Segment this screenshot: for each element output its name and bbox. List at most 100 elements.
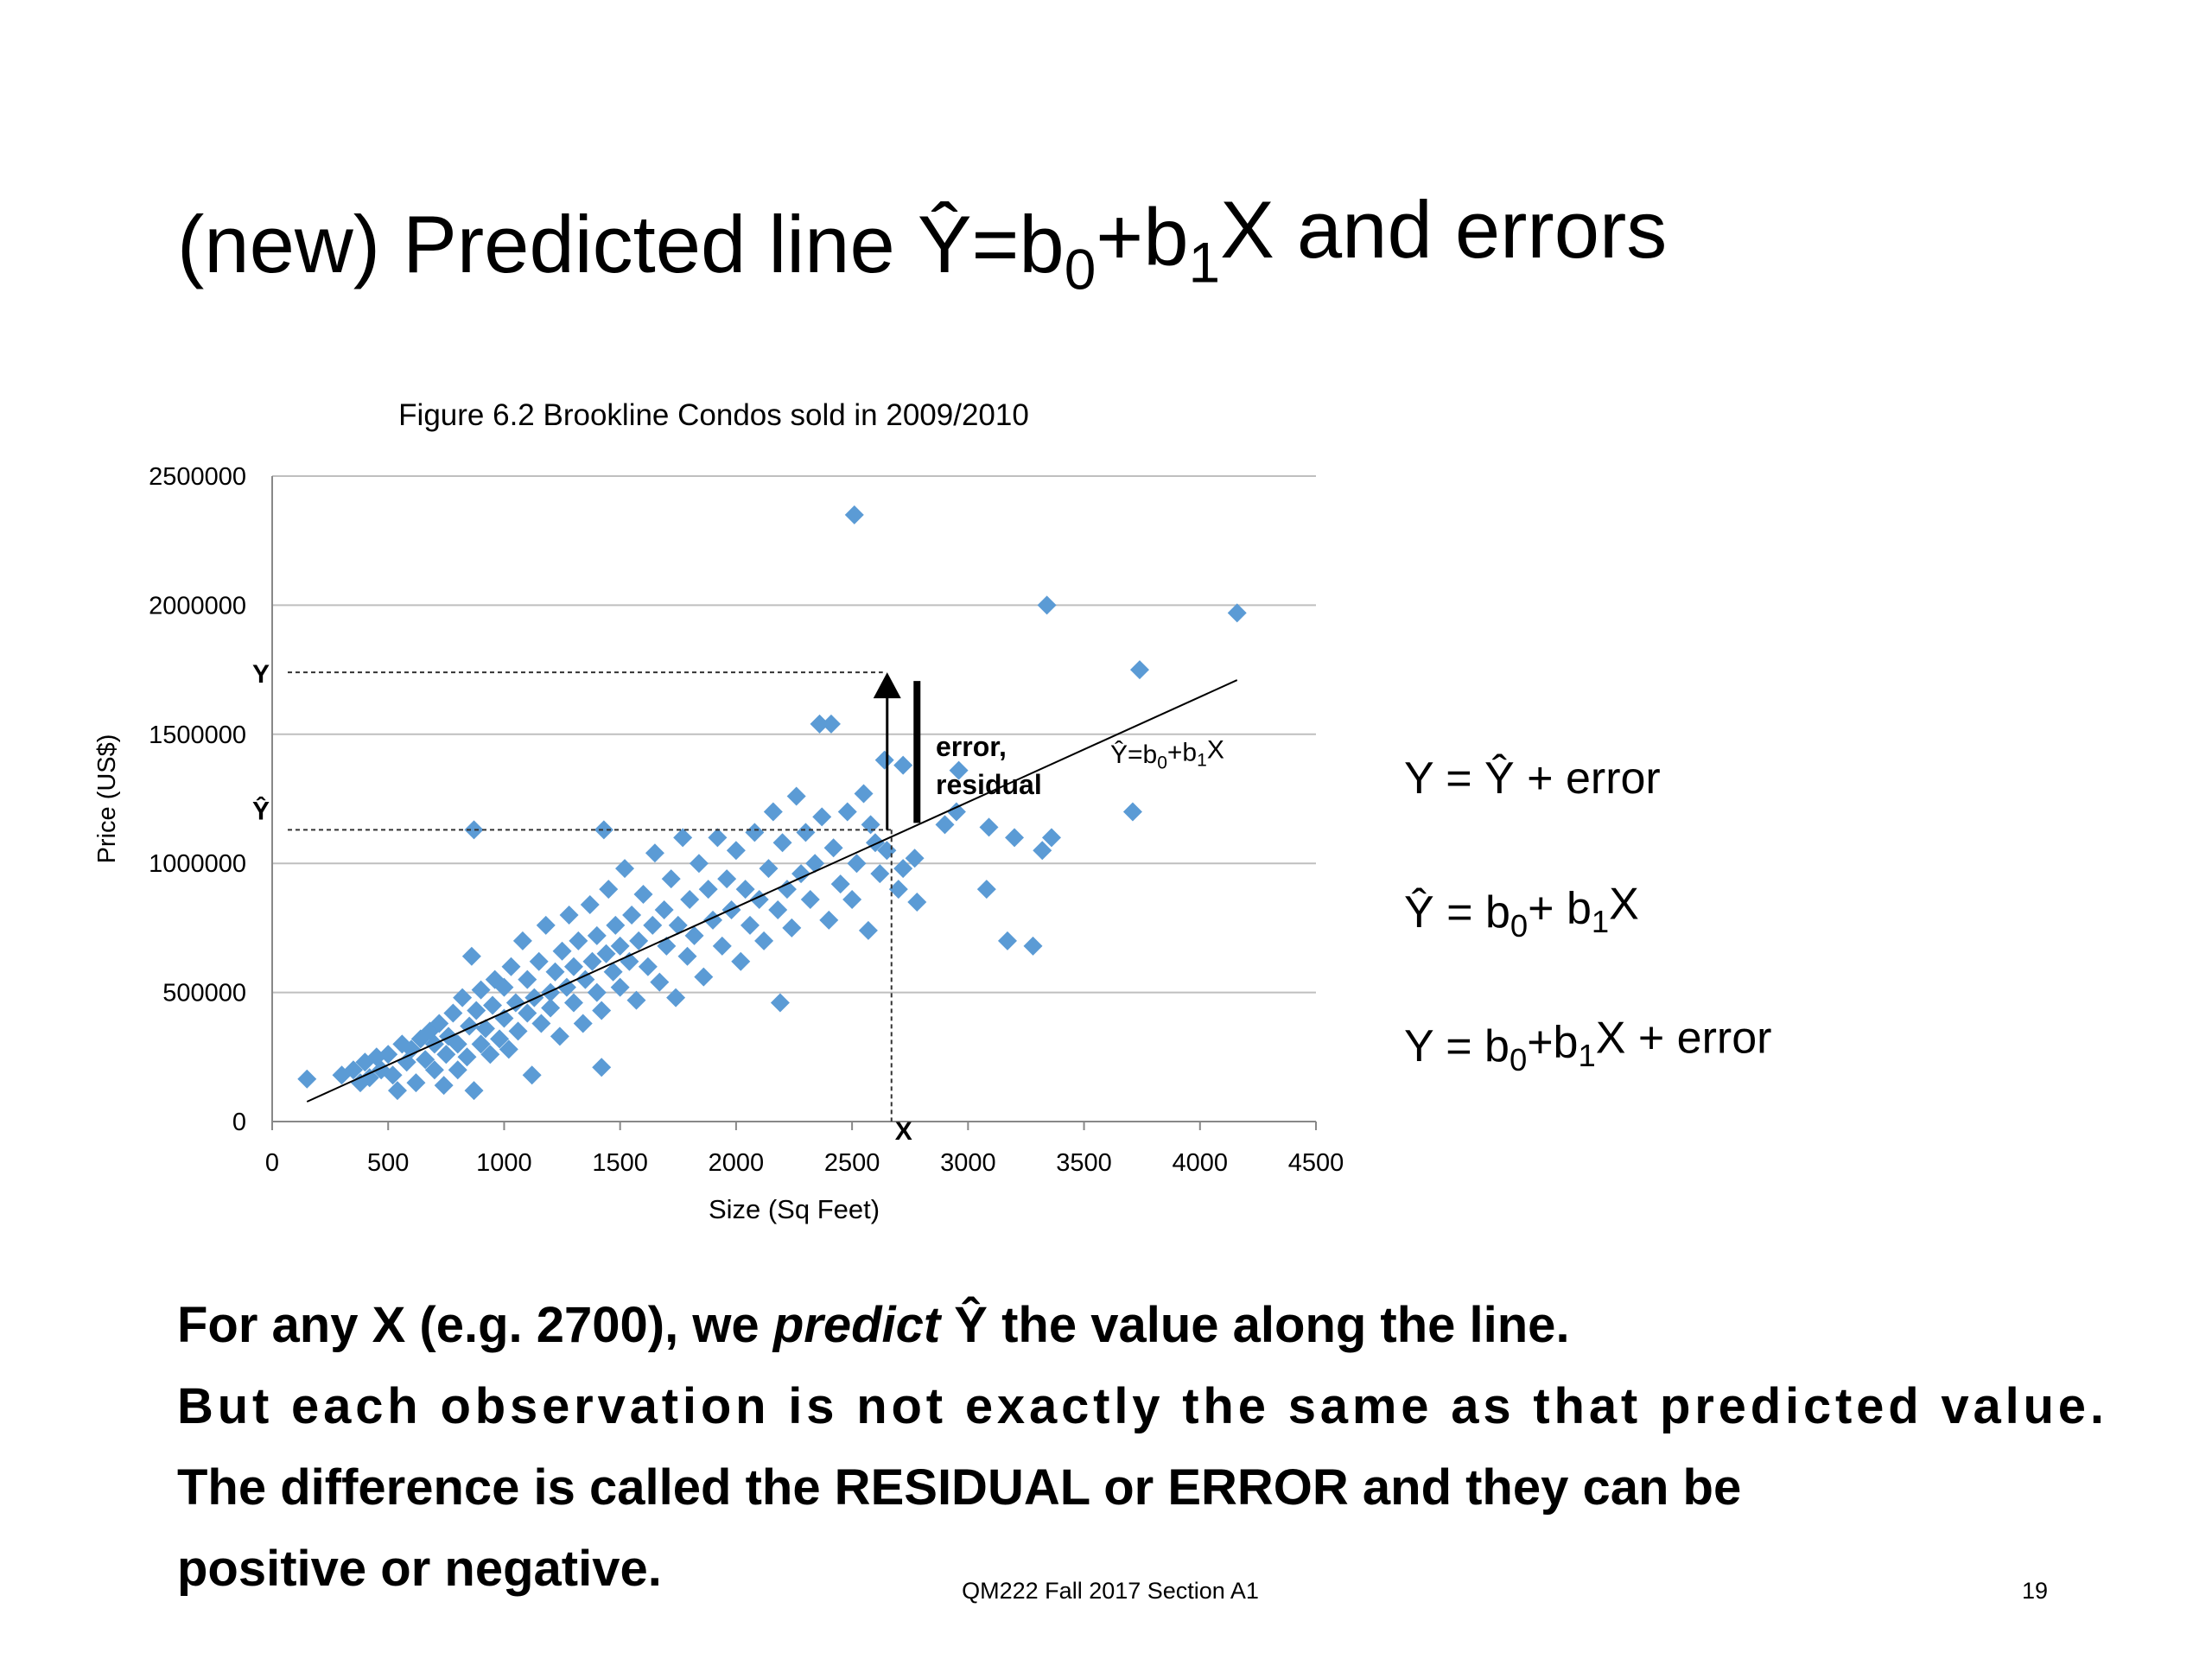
body-line-part: For any X (e.g. 2700), we bbox=[177, 1297, 773, 1353]
data-point bbox=[545, 962, 565, 982]
y-predicted-label: Ŷ bbox=[252, 796, 270, 825]
x-tick-label: 1000 bbox=[476, 1149, 532, 1177]
x-tick-label: 0 bbox=[265, 1149, 279, 1177]
data-point bbox=[541, 998, 561, 1018]
body-line-part: The difference is called the RESIDUAL or… bbox=[177, 1459, 1741, 1516]
data-point bbox=[464, 820, 484, 840]
data-point bbox=[844, 505, 864, 524]
fit-line-label-part: 0 bbox=[1157, 753, 1167, 772]
data-point bbox=[343, 1060, 363, 1080]
data-point bbox=[434, 1076, 454, 1096]
slide-title-part: (new) Predicted line Ŷ=b bbox=[177, 199, 1065, 289]
body-line: For any X (e.g. 2700), we predict Ŷ the … bbox=[177, 1297, 1570, 1353]
data-point bbox=[745, 823, 765, 842]
equation-part: 0 bbox=[1510, 1042, 1527, 1077]
data-point bbox=[1041, 828, 1061, 848]
data-point bbox=[448, 1034, 467, 1054]
data-point bbox=[453, 988, 473, 1007]
data-point bbox=[592, 1001, 612, 1020]
data-point bbox=[812, 807, 832, 827]
data-point bbox=[819, 910, 839, 930]
data-point bbox=[823, 838, 843, 858]
data-point bbox=[842, 890, 862, 910]
data-point bbox=[626, 990, 646, 1010]
data-point bbox=[1122, 802, 1142, 822]
data-point bbox=[505, 993, 525, 1013]
data-point bbox=[782, 918, 802, 938]
data-point bbox=[976, 880, 996, 899]
equation-part: Ŷ = b bbox=[1404, 887, 1510, 938]
data-point bbox=[905, 849, 925, 868]
data-point bbox=[599, 880, 619, 899]
body-line: But each observation is not exactly the … bbox=[177, 1378, 2104, 1434]
data-point bbox=[694, 967, 714, 987]
data-point bbox=[383, 1065, 403, 1085]
fit-line-label: Ŷ=b0+b1X bbox=[1110, 736, 1224, 773]
data-point bbox=[668, 915, 688, 935]
data-point bbox=[429, 1014, 449, 1033]
data-point bbox=[650, 972, 670, 992]
body-line: positive or negative. bbox=[177, 1541, 662, 1597]
equation-part: 1 bbox=[1578, 1038, 1595, 1073]
data-point bbox=[805, 854, 825, 874]
data-point bbox=[531, 1014, 551, 1033]
fit-line-label-part: X bbox=[1207, 736, 1224, 765]
x-tick-label: 500 bbox=[367, 1149, 409, 1177]
data-point bbox=[402, 1039, 422, 1059]
data-point bbox=[754, 931, 774, 950]
data-point bbox=[800, 890, 820, 910]
data-point bbox=[387, 1081, 407, 1101]
slide-title: (new) Predicted line Ŷ=b0+b1X and errors bbox=[177, 184, 1667, 302]
y-tick-label: 2500000 bbox=[149, 463, 246, 491]
data-point bbox=[654, 899, 674, 919]
data-point bbox=[610, 936, 630, 956]
x-tick-label: 4500 bbox=[1288, 1149, 1344, 1177]
x-tick-label: 3000 bbox=[940, 1149, 996, 1177]
slide-title-part: X and errors bbox=[1220, 184, 1667, 275]
body-line: The difference is called the RESIDUAL or… bbox=[177, 1459, 1741, 1516]
data-point bbox=[821, 714, 841, 734]
data-point bbox=[563, 957, 583, 976]
data-point bbox=[791, 864, 811, 884]
data-point bbox=[888, 880, 908, 899]
slide-title-part: 1 bbox=[1188, 230, 1220, 294]
data-point bbox=[603, 962, 623, 982]
y-tick-label: 1000000 bbox=[149, 850, 246, 878]
body-line-part: predict bbox=[772, 1297, 943, 1353]
equation-part: Y = b bbox=[1404, 1021, 1510, 1071]
data-point bbox=[684, 925, 704, 945]
data-point bbox=[580, 895, 600, 915]
data-point bbox=[606, 915, 626, 935]
data-point bbox=[443, 1003, 463, 1023]
data-point bbox=[569, 931, 588, 950]
data-point bbox=[673, 828, 693, 848]
data-point bbox=[893, 859, 913, 879]
data-point bbox=[907, 893, 927, 912]
data-point bbox=[529, 951, 549, 971]
data-point bbox=[518, 1003, 537, 1023]
data-point bbox=[499, 1039, 518, 1059]
data-point bbox=[763, 802, 783, 822]
y-axis-label: Price (US$) bbox=[93, 734, 121, 864]
data-point bbox=[594, 820, 613, 840]
fit-line bbox=[306, 679, 1238, 1103]
data-point bbox=[712, 936, 732, 956]
data-point bbox=[786, 786, 806, 806]
data-point bbox=[559, 905, 579, 925]
body-line-part: positive or negative. bbox=[177, 1541, 662, 1597]
data-point bbox=[518, 969, 537, 989]
data-point bbox=[666, 988, 686, 1007]
footer: QM222 Fall 2017 Section A1 bbox=[962, 1578, 1259, 1604]
data-point bbox=[979, 817, 999, 837]
page-number: 19 bbox=[2022, 1578, 2048, 1604]
data-point bbox=[870, 864, 890, 884]
equation-part: X + error bbox=[1596, 1014, 1772, 1064]
data-point bbox=[949, 760, 969, 780]
x-axis-label: Size (Sq Feet) bbox=[709, 1194, 880, 1224]
data-point bbox=[1129, 660, 1149, 680]
data-point bbox=[680, 890, 700, 910]
data-point bbox=[587, 982, 607, 1002]
data-point bbox=[448, 1060, 467, 1080]
data-point bbox=[573, 1014, 593, 1033]
